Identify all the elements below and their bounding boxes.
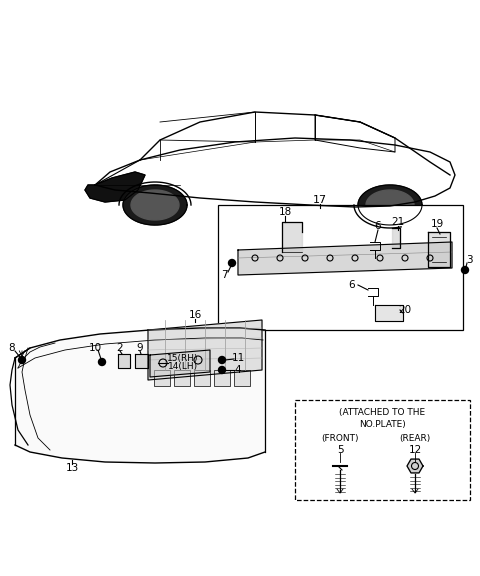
Polygon shape — [148, 320, 262, 380]
Bar — [234, 370, 250, 386]
Circle shape — [19, 357, 25, 363]
Text: 6: 6 — [375, 221, 381, 231]
Polygon shape — [118, 354, 130, 368]
Polygon shape — [392, 228, 400, 248]
Polygon shape — [85, 172, 145, 202]
Text: 12: 12 — [408, 445, 421, 455]
Text: 10: 10 — [88, 343, 102, 353]
Text: 9: 9 — [137, 343, 144, 353]
Text: 6: 6 — [348, 280, 355, 290]
Circle shape — [218, 366, 226, 373]
Text: 18: 18 — [278, 207, 292, 217]
Text: 11: 11 — [231, 353, 245, 363]
Circle shape — [461, 267, 468, 274]
Polygon shape — [407, 459, 423, 473]
Text: (FRONT): (FRONT) — [321, 434, 359, 442]
Text: 13: 13 — [65, 463, 79, 473]
Polygon shape — [131, 190, 179, 220]
Text: 3: 3 — [466, 255, 472, 265]
Bar — [194, 370, 210, 386]
Polygon shape — [15, 328, 265, 463]
Bar — [154, 370, 170, 386]
Text: 7: 7 — [221, 270, 228, 280]
Text: 14(LH): 14(LH) — [168, 362, 198, 372]
Text: 20: 20 — [398, 305, 411, 315]
Text: 8: 8 — [9, 343, 15, 353]
Polygon shape — [123, 185, 187, 225]
Text: 4: 4 — [235, 365, 241, 375]
Bar — [174, 370, 190, 386]
Circle shape — [228, 260, 236, 267]
Polygon shape — [366, 190, 414, 220]
Polygon shape — [428, 232, 450, 267]
Bar — [295, 400, 470, 500]
Text: (ATTACHED TO THE: (ATTACHED TO THE — [339, 408, 425, 418]
Text: 21: 21 — [391, 217, 405, 227]
Text: 15(RH): 15(RH) — [167, 354, 199, 362]
Polygon shape — [375, 305, 403, 321]
Text: NO.PLATE): NO.PLATE) — [359, 419, 406, 429]
Polygon shape — [135, 354, 148, 368]
Circle shape — [98, 358, 106, 366]
Text: (REAR): (REAR) — [399, 434, 431, 442]
Bar — [218, 205, 463, 330]
Polygon shape — [150, 350, 210, 377]
Polygon shape — [282, 222, 302, 252]
Bar — [214, 370, 230, 386]
Polygon shape — [238, 242, 452, 275]
Text: 19: 19 — [431, 219, 444, 229]
Text: 2: 2 — [117, 343, 123, 353]
Text: 16: 16 — [188, 310, 202, 320]
Text: 5: 5 — [336, 445, 343, 455]
Circle shape — [218, 357, 226, 363]
Text: 17: 17 — [313, 195, 327, 205]
Polygon shape — [358, 185, 422, 225]
